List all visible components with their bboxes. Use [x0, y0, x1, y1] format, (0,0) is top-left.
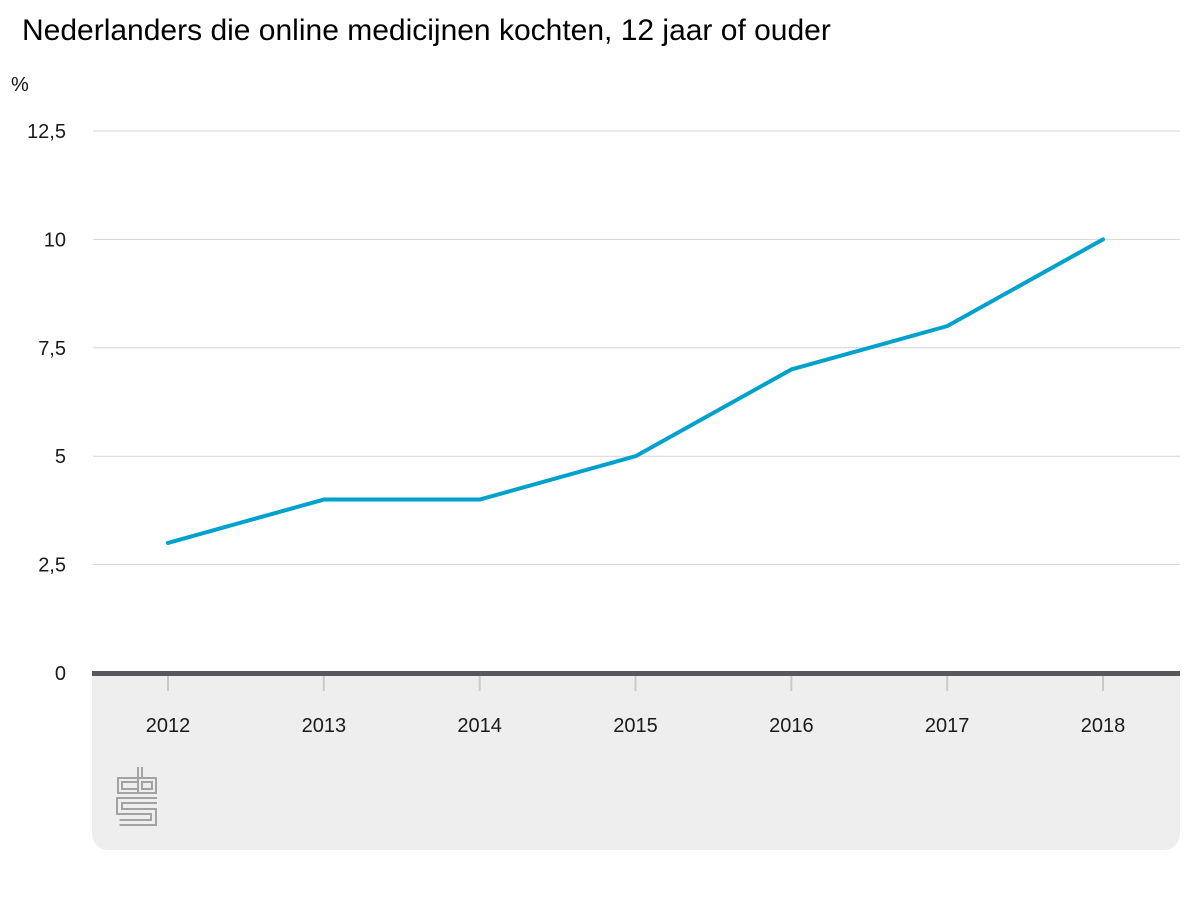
x-axis-tick: [634, 676, 637, 691]
y-axis-tick-label: 2,5: [38, 555, 66, 577]
y-axis-tick-label: 7,5: [38, 338, 66, 360]
x-axis-line: [92, 671, 1180, 676]
x-axis-footer-area: [92, 676, 1180, 850]
chart-title: Nederlanders die online medicijnen kocht…: [22, 14, 831, 47]
x-axis-tick-label: 2014: [457, 715, 502, 737]
x-axis-tick: [790, 676, 793, 691]
x-axis-tick-label: 2015: [613, 715, 658, 737]
y-axis-tick-label: 5: [55, 446, 66, 468]
x-axis-tick: [946, 676, 949, 691]
x-axis-tick: [1102, 676, 1104, 691]
x-axis-tick-label: 2016: [769, 715, 814, 737]
data-line: [166, 237, 1105, 545]
x-axis-tick-label: 2017: [925, 715, 970, 737]
x-axis-tick-label: 2018: [1081, 715, 1126, 737]
y-axis-tick-label: 12,5: [27, 121, 66, 143]
y-axis-unit-label: %: [11, 74, 29, 96]
x-axis-tick-label: 2013: [302, 715, 347, 737]
cbs-logo: [116, 767, 157, 826]
x-axis-tick-label: 2012: [146, 715, 191, 737]
x-axis-tick: [478, 676, 481, 691]
x-axis-tick: [167, 676, 169, 691]
y-axis-tick-label: 0: [55, 663, 66, 685]
x-axis-tick: [322, 676, 325, 691]
y-axis-tick-label: 10: [44, 229, 66, 251]
